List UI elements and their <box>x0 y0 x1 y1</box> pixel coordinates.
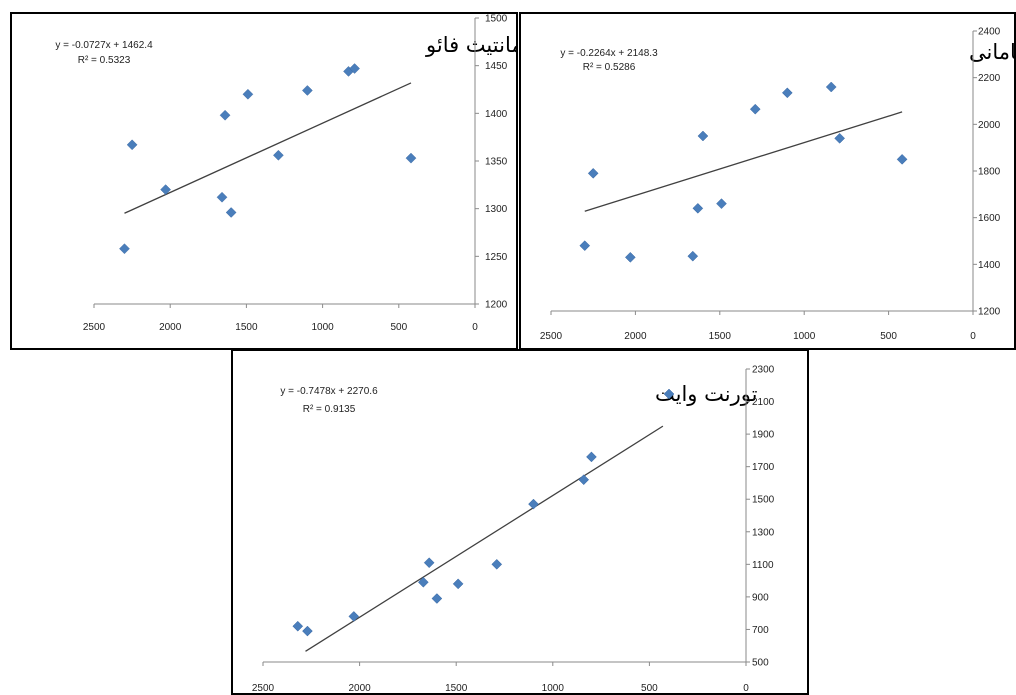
x-tick-label: 1500 <box>709 331 732 342</box>
x-tick-label: 500 <box>390 322 407 333</box>
chart-svg: پنمن مانتیث فائو y = -0.0727x + 1462.4 R… <box>55 14 518 333</box>
data-point <box>431 593 443 604</box>
data-point <box>302 85 313 96</box>
data-point <box>749 103 761 115</box>
data-point <box>119 243 130 255</box>
trend-equation: y = -0.2264x + 2148.3 <box>560 48 658 59</box>
y-tick-label: 1200 <box>978 307 1001 318</box>
y-tick-label: 500 <box>752 658 769 669</box>
data-point <box>160 184 171 195</box>
chart-panel-hargreaves-samani: هارگریوز سامانی y = -0.2264x + 2148.3 R²… <box>519 12 1016 350</box>
chart-svg: هارگریوز سامانی y = -0.2264x + 2148.3 R²… <box>540 27 1016 343</box>
legend-marker <box>663 388 675 400</box>
x-tick-label: 500 <box>880 331 897 342</box>
data-point <box>126 139 138 151</box>
data-point <box>225 207 237 218</box>
trend-equation: y = -0.0727x + 1462.4 <box>55 40 153 51</box>
y-tick-label: 1350 <box>485 157 508 168</box>
y-tick-label: 1100 <box>752 560 774 571</box>
x-tick-label: 500 <box>641 683 658 694</box>
y-tick-label: 1250 <box>485 252 508 263</box>
r-squared-label: R² = 0.9135 <box>303 404 356 415</box>
data-point <box>452 578 464 590</box>
x-tick-label: 1500 <box>445 683 468 694</box>
y-tick-label: 2000 <box>978 120 1001 131</box>
chart-panel-thornthwaite: تورنت وایت y = -0.7478x + 2270.6 R² = 0.… <box>231 349 809 695</box>
y-tick-label: 1450 <box>485 61 508 72</box>
data-point <box>834 132 846 144</box>
trendline <box>305 425 664 652</box>
y-tick-label: 1300 <box>752 527 775 538</box>
y-tick-label: 1400 <box>485 109 508 120</box>
y-tick-label: 700 <box>752 625 769 636</box>
data-point <box>687 250 699 262</box>
data-point <box>692 202 704 214</box>
x-tick-label: 1500 <box>235 322 258 333</box>
chart-title: پنمن مانتیث فائو <box>425 33 518 57</box>
y-tick-label: 1200 <box>485 300 508 311</box>
y-tick-label: 1700 <box>752 462 775 473</box>
trendline <box>584 111 903 212</box>
data-point <box>781 87 793 99</box>
data-point <box>349 63 360 74</box>
x-tick-label: 0 <box>743 683 749 694</box>
data-point <box>586 451 597 463</box>
data-point <box>825 81 837 93</box>
data-point <box>219 109 231 121</box>
data-point <box>348 611 360 622</box>
data-point <box>302 625 313 637</box>
data-point <box>624 251 636 263</box>
x-tick-label: 2000 <box>348 683 371 694</box>
y-tick-label: 2400 <box>978 27 1001 38</box>
chart-svg: تورنت وایت y = -0.7478x + 2270.6 R² = 0.… <box>252 365 775 694</box>
y-tick-label: 2200 <box>978 73 1001 84</box>
y-tick-label: 1300 <box>485 204 508 215</box>
data-point <box>896 153 908 165</box>
x-tick-label: 2000 <box>624 331 647 342</box>
y-tick-label: 1500 <box>752 495 775 506</box>
chart-panel-penman-monteith: پنمن مانتیث فائو y = -0.0727x + 1462.4 R… <box>10 12 518 350</box>
data-point <box>587 167 599 179</box>
y-tick-label: 1600 <box>978 213 1001 224</box>
x-tick-label: 1000 <box>311 322 334 333</box>
r-squared-label: R² = 0.5323 <box>78 55 131 66</box>
data-point <box>418 576 429 588</box>
trendline <box>124 82 412 214</box>
data-point <box>423 557 435 569</box>
y-tick-label: 2100 <box>752 397 775 408</box>
x-tick-label: 2000 <box>159 322 182 333</box>
data-point <box>697 130 709 142</box>
data-point <box>491 558 503 570</box>
data-point <box>216 191 228 203</box>
data-point <box>292 620 304 632</box>
y-tick-label: 2300 <box>752 365 775 376</box>
data-point <box>405 152 417 164</box>
data-point <box>716 198 727 210</box>
y-tick-label: 1500 <box>485 14 508 25</box>
y-tick-label: 1900 <box>752 430 775 441</box>
x-tick-label: 1000 <box>793 331 816 342</box>
x-tick-label: 0 <box>970 331 976 342</box>
data-point <box>242 88 254 100</box>
data-point <box>578 474 590 486</box>
x-tick-label: 0 <box>472 322 478 333</box>
y-tick-label: 1800 <box>978 167 1001 178</box>
x-tick-label: 1000 <box>542 683 565 694</box>
trend-equation: y = -0.7478x + 2270.6 <box>280 386 378 397</box>
x-tick-label: 2500 <box>540 331 563 342</box>
r-squared-label: R² = 0.5286 <box>583 62 636 73</box>
chart-title: هارگریوز سامانی <box>969 40 1016 64</box>
data-point <box>273 149 284 161</box>
x-tick-label: 2500 <box>252 683 275 694</box>
data-point <box>579 240 591 252</box>
x-tick-label: 2500 <box>83 322 106 333</box>
data-point <box>528 498 539 510</box>
y-tick-label: 1400 <box>978 260 1001 271</box>
y-tick-label: 900 <box>752 592 769 603</box>
